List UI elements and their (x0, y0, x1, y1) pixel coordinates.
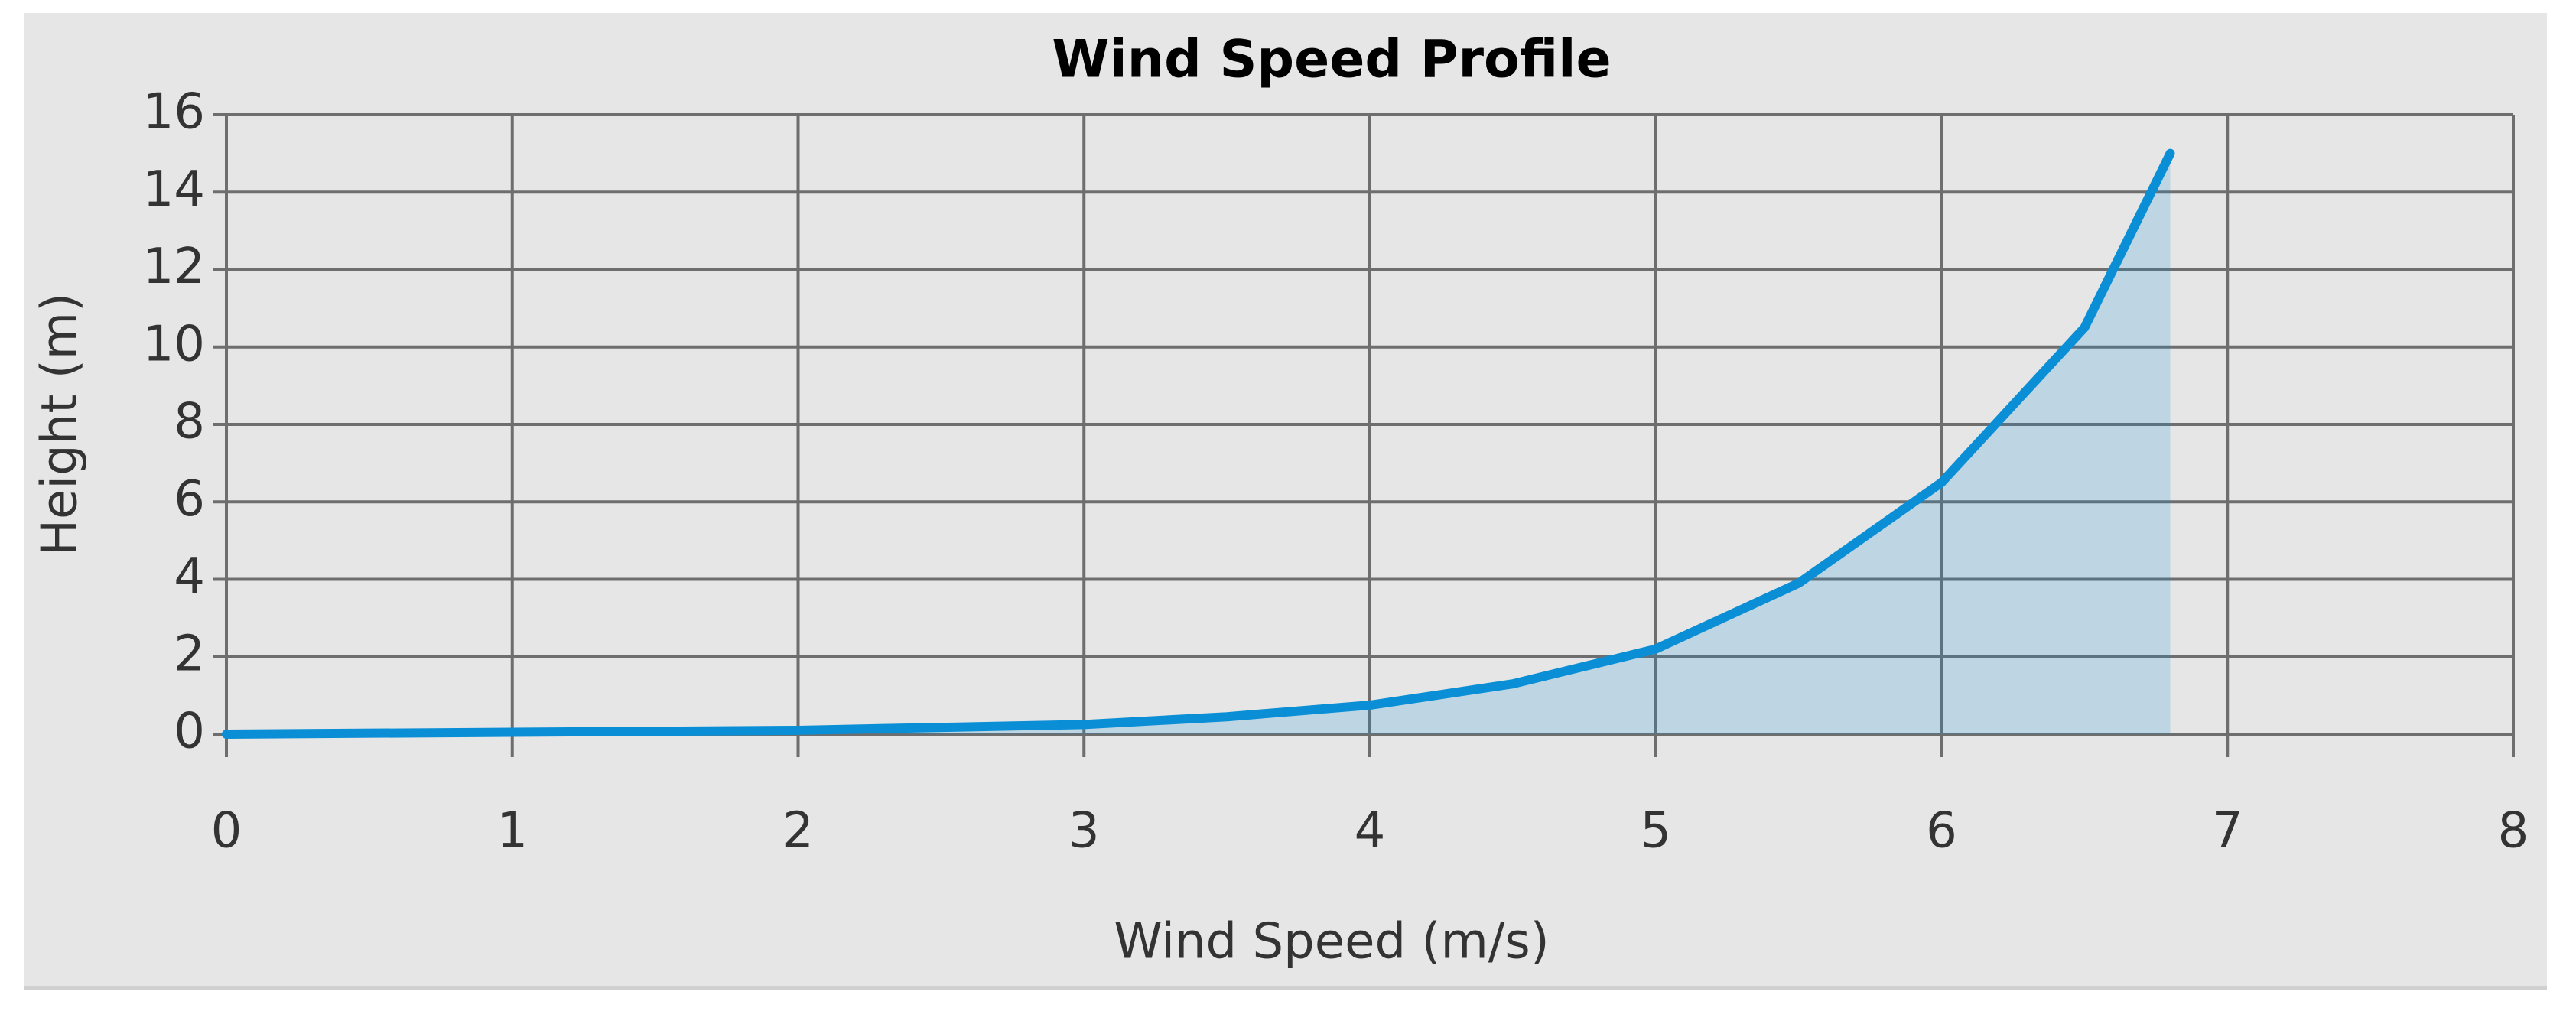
y-tick-label: 8 (174, 394, 205, 450)
x-tick-label: 6 (1926, 803, 1957, 860)
y-tick-label: 14 (143, 161, 205, 218)
line (222, 148, 2175, 739)
y-tick-label: 6 (174, 471, 205, 528)
y-tick-label: 12 (143, 239, 205, 295)
x-axis-label: Wind Speed (m/s) (1114, 914, 1549, 970)
x-tick-label: 1 (496, 803, 528, 860)
x-tick-label: 7 (2212, 803, 2243, 860)
y-tick-label: 4 (174, 548, 205, 605)
x-tick-label: 3 (1068, 803, 1100, 860)
x-tick-label: 4 (1355, 803, 1386, 860)
chart-title: Wind Speed Profile (1052, 30, 1611, 90)
y-tick-label: 0 (174, 704, 205, 760)
x-tick-label: 0 (211, 803, 242, 860)
chart-panel (24, 13, 2547, 986)
x-tick-label: 8 (2498, 803, 2529, 860)
y-tick-label: 2 (174, 626, 205, 682)
x-tick-label: 2 (782, 803, 814, 860)
y-tick-label: 16 (143, 84, 205, 141)
area-fill (226, 153, 2171, 734)
x-tick-label: 5 (1640, 803, 1671, 860)
y-tick-label: 10 (143, 316, 205, 372)
y-axis-label: Height (m) (32, 293, 89, 556)
